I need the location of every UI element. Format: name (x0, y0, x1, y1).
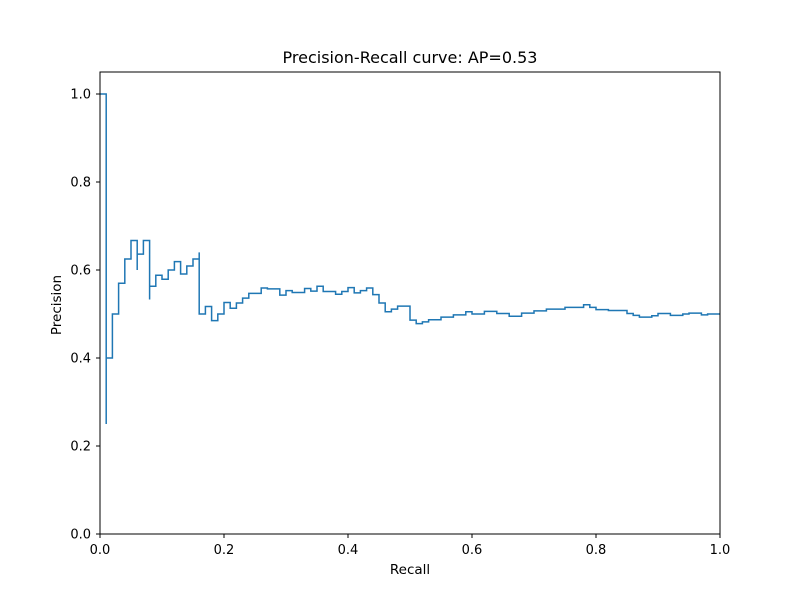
y-tick-label: 0.6 (70, 264, 91, 279)
y-tick-label: 1.0 (70, 88, 91, 103)
x-tick-label: 0.8 (586, 543, 607, 558)
x-tick-label: 0.6 (462, 543, 483, 558)
y-tick-label: 0.2 (70, 440, 91, 455)
y-tick-label: 0.4 (70, 352, 91, 367)
chart-title: Precision-Recall curve: AP=0.53 (283, 48, 538, 67)
y-axis-label: Precision (49, 275, 65, 335)
plot-area: 0.0 0.2 0.4 0.6 0.8 1.0 0.0 0.2 0.4 0.6 0.8 1.0 (70, 71, 731, 558)
x-tick-label: 0.2 (214, 543, 235, 558)
x-tick-label: 0.4 (338, 543, 359, 558)
y-tick-label: 0.0 (70, 528, 91, 543)
y-tick-label: 0.8 (70, 176, 91, 191)
axes-frame (99, 71, 721, 535)
pr-step-line (100, 93, 720, 424)
x-tick-label: 1.0 (710, 543, 731, 558)
x-axis-label: Recall (390, 562, 430, 578)
x-tick-label: 0.0 (90, 543, 111, 558)
